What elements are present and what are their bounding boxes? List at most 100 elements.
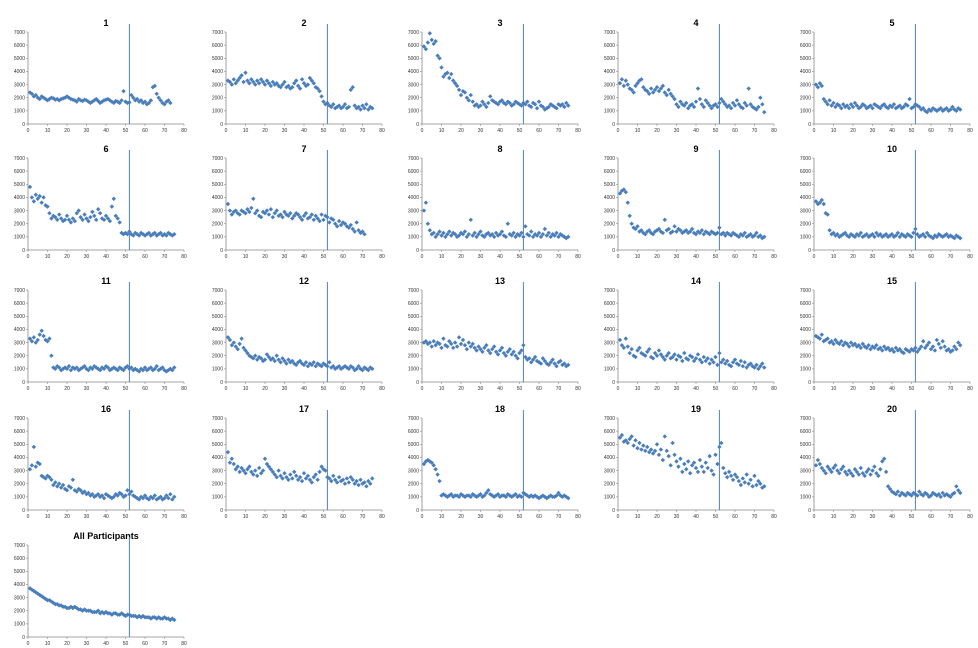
data-point (136, 233, 142, 238)
data-point (558, 103, 563, 108)
y-tick-label: 6000 (14, 169, 25, 175)
data-point (129, 489, 134, 494)
data-point (889, 104, 895, 110)
data-point (37, 96, 42, 102)
x-tick-label: 80 (771, 128, 777, 134)
data-point (946, 493, 951, 498)
data-point (158, 494, 163, 500)
x-tick-label: 20 (262, 128, 268, 134)
y-tick-label: 1000 (800, 495, 811, 501)
y-tick-label: 2000 (14, 222, 25, 228)
data-point (86, 218, 91, 224)
data-point (819, 83, 824, 89)
x-tick-label: 40 (693, 254, 699, 260)
data-point (754, 362, 759, 368)
x-tick-label: 30 (478, 514, 484, 520)
y-tick-label: 7000 (14, 288, 25, 294)
data-point (672, 224, 677, 229)
x-tick-label: 10 (243, 514, 249, 520)
data-point (127, 492, 132, 497)
y-tick-label: 5000 (408, 442, 419, 448)
data-point (464, 95, 470, 100)
data-point (750, 484, 755, 489)
data-point (358, 107, 363, 112)
data-point (635, 81, 640, 86)
data-point (313, 472, 318, 477)
data-point (950, 234, 955, 240)
data-point (299, 217, 305, 222)
data-point (170, 616, 175, 621)
data-point (49, 477, 54, 482)
data-point (268, 467, 274, 472)
data-point (452, 340, 458, 345)
data-point (168, 100, 173, 106)
data-point (844, 103, 850, 108)
y-tick-label: 5000 (408, 182, 419, 188)
data-point (133, 98, 138, 103)
data-point (656, 226, 662, 232)
data-point (92, 213, 97, 219)
x-tick-label: 70 (752, 254, 758, 260)
data-point (78, 488, 83, 493)
data-point (719, 360, 724, 365)
y-tick-label: 6000 (800, 301, 811, 307)
data-point (905, 103, 910, 108)
data-point (433, 39, 438, 44)
data-point (433, 467, 438, 472)
data-point (121, 88, 126, 94)
data-point (360, 229, 365, 234)
data-point (354, 220, 359, 225)
data-point (172, 494, 177, 500)
data-point (721, 357, 726, 362)
data-point (536, 230, 542, 236)
data-point (952, 235, 957, 241)
data-point (470, 341, 475, 347)
data-point (738, 358, 744, 364)
data-point (62, 604, 68, 609)
y-tick-label: 4000 (408, 327, 419, 333)
data-point (835, 232, 840, 237)
data-point (352, 481, 357, 486)
data-point (96, 98, 101, 104)
data-point (623, 78, 628, 83)
data-point (530, 357, 536, 362)
data-point (827, 467, 832, 472)
x-tick-label: 60 (928, 254, 934, 260)
x-tick-label: 70 (360, 514, 366, 520)
chart-title: All Participants (73, 531, 139, 541)
data-point (647, 91, 652, 96)
data-point (868, 233, 873, 238)
data-point (689, 226, 695, 232)
y-tick-label: 6000 (212, 301, 223, 307)
data-point (946, 346, 951, 352)
data-point (705, 100, 710, 106)
data-point (689, 102, 695, 107)
data-point (45, 204, 50, 209)
data-point (864, 469, 869, 475)
data-point (856, 106, 862, 111)
data-point (740, 364, 745, 369)
y-tick-label: 2000 (212, 222, 223, 228)
data-point (297, 214, 303, 220)
data-point (954, 233, 959, 238)
data-point (878, 467, 883, 472)
y-tick-label: 6000 (408, 43, 419, 49)
data-point (111, 196, 116, 201)
y-tick-label: 1000 (800, 109, 811, 115)
data-point (952, 107, 957, 112)
data-point (958, 490, 963, 496)
y-tick-label: 3000 (800, 468, 811, 474)
data-point (86, 490, 91, 496)
data-point (552, 233, 557, 238)
chart-title: 8 (497, 144, 502, 154)
data-point (721, 99, 726, 104)
data-point (117, 100, 122, 106)
data-point (68, 220, 74, 225)
x-tick-label: 20 (654, 514, 660, 520)
data-point (315, 86, 320, 91)
y-tick-label: 1000 (408, 235, 419, 241)
data-point (562, 361, 567, 366)
data-point (290, 85, 295, 90)
data-point (441, 336, 446, 341)
